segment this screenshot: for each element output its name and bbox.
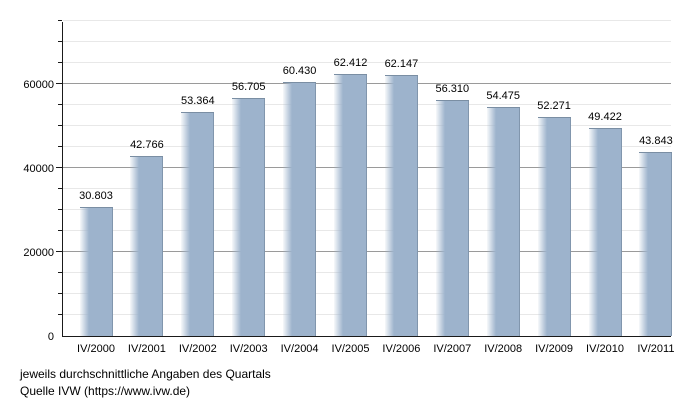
- bar-value-label: 49.422: [588, 111, 622, 124]
- plot-area: 30.803 IV/2000 42.766 IV/2001 53.364 IV/2002 5…: [56, 20, 674, 355]
- bar: [334, 73, 367, 336]
- y-axis-tick: [58, 104, 62, 105]
- y-axis-tick: [56, 251, 62, 252]
- bar: [537, 116, 571, 336]
- x-tick-label: IV/2005: [331, 343, 370, 355]
- y-tick-label: 0: [47, 331, 54, 343]
- x-tick-label: IV/2011: [637, 343, 675, 355]
- x-tick-label: IV/2006: [382, 343, 421, 355]
- x-tick-label: IV/2008: [484, 343, 523, 355]
- bar: [639, 151, 673, 336]
- chart-footnote: jeweils durchschnittliche Angaben des Qu…: [20, 366, 271, 400]
- x-tick-label: IV/2004: [280, 343, 319, 355]
- major-gridline: [63, 167, 671, 168]
- y-tick-label: 60000: [23, 79, 54, 91]
- bar: [232, 97, 266, 336]
- minor-gridline: [63, 125, 671, 126]
- minor-gridline: [63, 230, 671, 231]
- x-tick-label: IV/2007: [433, 343, 472, 355]
- bar: [588, 128, 622, 336]
- minor-gridline: [63, 314, 671, 315]
- y-axis-tick: [58, 209, 62, 210]
- minor-gridline: [63, 188, 671, 189]
- bar-value-label: 62.412: [333, 56, 368, 69]
- bar-value-label: 53.364: [180, 94, 215, 107]
- minor-gridline: [63, 146, 671, 147]
- bar-value-label: 30.803: [79, 189, 113, 202]
- minor-gridline: [63, 62, 671, 63]
- y-axis-tick: [58, 62, 62, 63]
- x-tick-label: IV/2003: [229, 343, 268, 355]
- y-axis-tick: [58, 41, 62, 42]
- x-tick-label: IV/2009: [535, 343, 574, 355]
- bar: [283, 82, 317, 336]
- bar-value-label: 62.147: [384, 58, 419, 70]
- bar: [435, 99, 469, 336]
- minor-gridline: [63, 209, 671, 210]
- bar: [384, 75, 418, 336]
- bar: [130, 156, 164, 336]
- major-gridline: [63, 251, 671, 252]
- bar: [181, 111, 215, 336]
- minor-gridline: [63, 272, 671, 273]
- bar-value-label: 52.271: [537, 99, 571, 112]
- x-tick-label: IV/2010: [586, 343, 624, 355]
- minor-gridline: [63, 20, 671, 21]
- y-axis-tick: [56, 167, 62, 168]
- bar-value-label: 56.310: [435, 82, 470, 95]
- minor-gridline: [63, 104, 671, 105]
- y-axis-labels: 0 20000 40000 60000: [0, 22, 54, 343]
- y-axis-tick: [58, 20, 62, 21]
- bar: [79, 206, 113, 336]
- major-gridline: [63, 83, 671, 84]
- x-tick-label: IV/2002: [178, 343, 217, 355]
- bar-value-label: 43.843: [639, 134, 673, 147]
- bar-value-label: 42.766: [130, 139, 164, 152]
- y-tick-label: 40000: [23, 163, 54, 175]
- minor-gridline: [63, 41, 671, 42]
- y-axis-tick: [58, 230, 62, 231]
- y-axis-tick: [58, 314, 62, 315]
- y-axis-tick: [58, 272, 62, 273]
- y-axis-tick: [58, 146, 62, 147]
- bar-value-label: 56.705: [231, 80, 266, 93]
- footnote-line-1: jeweils durchschnittliche Angaben des Qu…: [20, 367, 271, 381]
- y-axis-tick: [56, 83, 62, 84]
- footnote-line-2: Quelle IVW (https://www.ivw.de): [20, 384, 191, 398]
- x-tick-label: IV/2001: [127, 343, 166, 355]
- y-axis-tick: [58, 293, 62, 294]
- bar: [486, 107, 520, 336]
- minor-gridline: [63, 293, 671, 294]
- bar-value-label: 54.475: [486, 90, 521, 103]
- y-axis-tick: [58, 125, 62, 126]
- x-tick-label: IV/2000: [77, 343, 115, 355]
- bar-value-label: 60.430: [282, 65, 317, 78]
- y-axis-tick: [58, 188, 62, 189]
- y-tick-label: 20000: [23, 247, 54, 259]
